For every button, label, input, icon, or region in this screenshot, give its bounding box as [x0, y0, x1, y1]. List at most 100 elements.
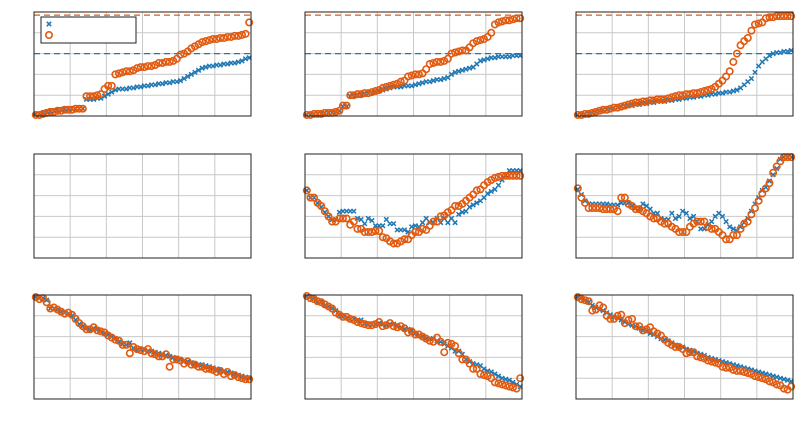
data-point-x: [408, 83, 415, 89]
subplot-r2-c1: [33, 153, 252, 259]
data-point-o: [458, 355, 467, 364]
data-point-o: [172, 355, 181, 364]
data-point-o: [736, 366, 745, 375]
data-point-o: [498, 17, 507, 26]
data-point-x: [419, 333, 426, 340]
data-point-x: [766, 52, 773, 59]
data-point-o: [353, 318, 362, 327]
data-point-o: [436, 337, 445, 346]
data-point-x: [734, 87, 740, 93]
data-point-o: [682, 90, 691, 99]
data-point-o: [779, 12, 788, 21]
data-point-o: [729, 231, 738, 240]
data-point-o: [591, 107, 600, 116]
data-point-x: [242, 56, 249, 62]
data-point-o: [418, 224, 427, 233]
data-point-o: [609, 103, 618, 112]
data-point-o: [451, 341, 460, 350]
data-point-o: [133, 345, 142, 354]
data-point-o: [443, 338, 452, 347]
data-point-x: [423, 215, 429, 222]
data-point-o: [508, 383, 517, 392]
series-circle: [302, 14, 525, 119]
data-point-o: [371, 226, 380, 235]
data-point-o: [656, 95, 665, 104]
data-point-o: [118, 340, 127, 349]
data-point-o: [591, 204, 600, 213]
data-point-o: [577, 193, 586, 202]
data-point-x: [383, 216, 390, 223]
data-point-o: [758, 374, 767, 383]
data-point-o: [317, 202, 326, 211]
data-point-x: [770, 373, 776, 379]
data-point-o: [649, 96, 658, 105]
data-point-o: [169, 355, 178, 364]
data-point-x: [224, 61, 231, 67]
data-point-o: [429, 217, 438, 226]
data-point-x: [502, 376, 509, 382]
subplot-r2-c2: [302, 153, 525, 259]
data-point-o: [162, 350, 171, 359]
data-point-o: [772, 12, 781, 21]
data-point-o: [306, 110, 315, 119]
data-point-o: [732, 366, 741, 375]
axes-frame: [33, 153, 252, 259]
data-point-x: [188, 71, 195, 78]
legend: [40, 16, 137, 44]
data-point-o: [349, 91, 358, 100]
data-point-o: [338, 312, 347, 321]
data-point-o: [346, 314, 355, 323]
data-point-o: [364, 228, 373, 237]
data-point-o: [411, 70, 420, 79]
data-point-x: [708, 218, 715, 225]
data-point-x: [604, 201, 610, 207]
data-point-o: [476, 370, 485, 379]
data-point-o: [60, 105, 69, 114]
data-point-o: [508, 171, 517, 180]
data-point-x: [437, 76, 444, 83]
series-circle: [573, 12, 796, 119]
data-point-o: [581, 198, 590, 207]
data-point-o: [617, 102, 626, 111]
axes-frame: [304, 294, 523, 400]
data-point-o: [516, 14, 525, 23]
data-point-o: [761, 184, 770, 193]
data-point-o: [628, 99, 637, 108]
data-point-o: [606, 104, 615, 113]
data-point-o: [631, 322, 640, 331]
data-point-o: [606, 205, 615, 214]
data-point-o: [754, 373, 763, 382]
data-point-o: [385, 81, 394, 90]
data-point-o: [602, 105, 611, 114]
data-point-x: [640, 201, 646, 207]
data-point-o: [747, 26, 756, 35]
data-point-o: [707, 357, 716, 366]
data-point-x: [401, 227, 408, 233]
data-point-o: [317, 109, 326, 118]
data-point-o: [765, 13, 774, 22]
data-point-o: [436, 57, 445, 66]
data-point-o: [147, 62, 156, 71]
axes-frame: [33, 294, 252, 400]
data-point-o: [747, 210, 756, 219]
data-point-o: [49, 107, 58, 116]
data-point-o: [465, 359, 474, 368]
data-point-o: [620, 101, 629, 110]
data-point-o: [490, 378, 499, 387]
data-point-o: [671, 342, 680, 351]
data-point-o: [335, 106, 344, 115]
data-point-x: [784, 377, 791, 384]
data-point-x: [773, 374, 780, 380]
data-point-o: [136, 63, 145, 72]
data-point-x: [470, 202, 476, 208]
data-point-o: [349, 217, 358, 226]
data-point-o: [693, 89, 702, 98]
data-point-o: [241, 29, 250, 38]
data-point-o: [165, 362, 174, 371]
data-point-o: [472, 364, 481, 373]
data-point-o: [338, 214, 347, 223]
data-point-o: [678, 91, 687, 100]
data-point-o: [107, 81, 116, 90]
data-point-o: [378, 322, 387, 331]
data-point-x: [466, 65, 473, 71]
